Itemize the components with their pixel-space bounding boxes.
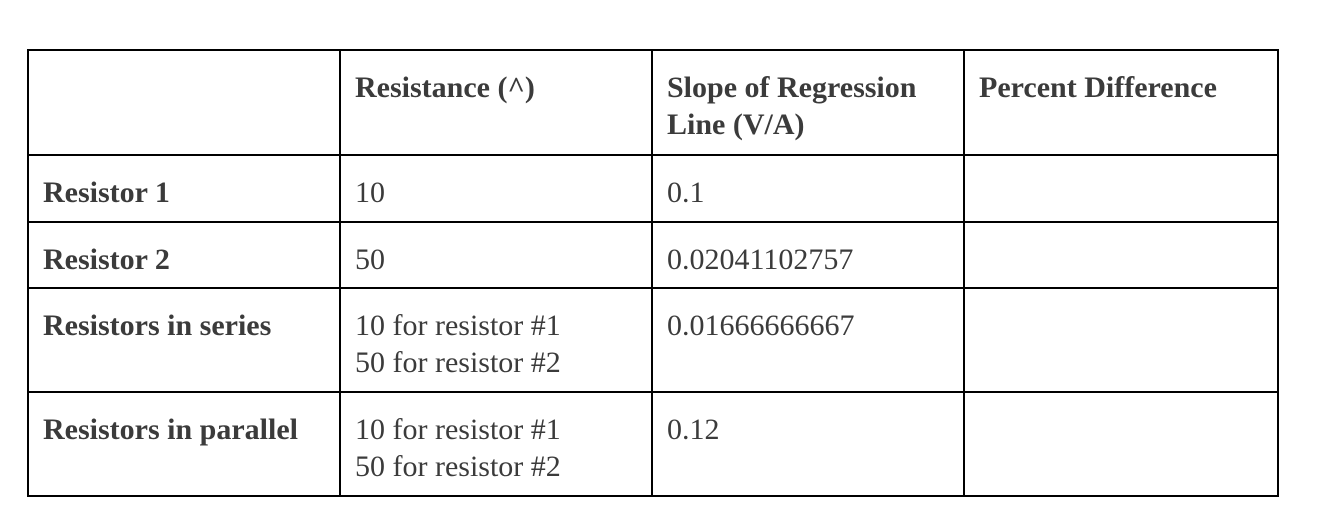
resistance-cell: 10 for resistor #1 50 for resistor #2	[339, 391, 653, 497]
table-row: Resistor 2 50 0.02041102757	[27, 221, 1279, 289]
resistance-line: 50 for resistor #2	[355, 450, 561, 483]
percent-difference-cell	[963, 391, 1279, 497]
table-row: Resistors in parallel 10 for resistor #1…	[27, 391, 1279, 497]
header-slope-line-2: Line (V/A)	[667, 108, 805, 141]
header-slope-line-1: Slope of Regression	[667, 71, 917, 104]
row-label: Resistors in parallel	[27, 391, 341, 497]
slope-cell: 0.12	[651, 391, 965, 497]
row-label: Resistors in series	[27, 287, 341, 393]
header-slope: Slope of Regression Line (V/A)	[651, 49, 965, 156]
slope-cell: 0.02041102757	[651, 221, 965, 289]
slope-cell: 0.01666666667	[651, 287, 965, 393]
resistance-line: 50 for resistor #2	[355, 346, 561, 379]
table-row: Resistor 1 10 0.1	[27, 154, 1279, 223]
percent-difference-cell	[963, 287, 1279, 393]
header-percent-difference: Percent Difference	[963, 49, 1279, 156]
header-cell-empty	[27, 49, 341, 156]
header-row: Resistance (^) Slope of Regression Line …	[27, 49, 1279, 156]
results-table: Resistance (^) Slope of Regression Line …	[27, 49, 1279, 497]
row-label: Resistor 1	[27, 154, 341, 223]
header-resistance: Resistance (^)	[339, 49, 653, 156]
percent-difference-cell	[963, 154, 1279, 223]
resistance-cell: 50	[339, 221, 653, 289]
resistance-cell: 10 for resistor #1 50 for resistor #2	[339, 287, 653, 393]
resistance-line: 10 for resistor #1	[355, 413, 561, 446]
row-label: Resistor 2	[27, 221, 341, 289]
percent-difference-cell	[963, 221, 1279, 289]
slope-cell: 0.1	[651, 154, 965, 223]
table-row: Resistors in series 10 for resistor #1 5…	[27, 287, 1279, 393]
resistance-line: 10 for resistor #1	[355, 309, 561, 342]
resistance-cell: 10	[339, 154, 653, 223]
